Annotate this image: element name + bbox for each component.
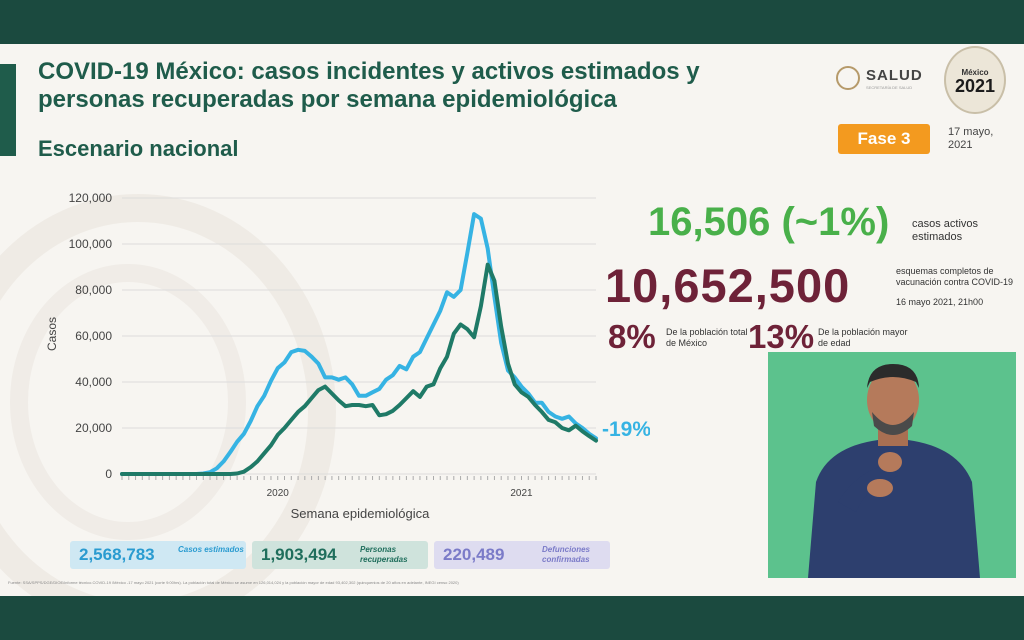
estimated-cases-label: Casos estimados [178,545,244,554]
report-date: 17 mayo, 2021 [948,126,994,151]
chart-series [120,212,598,476]
title-accent-bar [0,64,16,156]
deaths-label: Defunciones confirmadas [542,545,591,564]
deaths-box: 220,489 Defunciones confirmadas [434,541,610,569]
population-adult-percentage: 13% [748,318,815,355]
salud-emblem-icon [836,66,860,90]
recovered-label: Personas recuperadas [360,545,408,564]
estimated-cases-box: 2,568,783 Casos estimados [70,541,246,569]
x-year-label: 2021 [510,488,533,499]
population-adult-label: De la población mayor de edad [818,327,908,348]
interpreter-figure [768,352,1016,578]
salud-logo: SALUD SECRETARÍA DE SALUD [836,66,930,92]
deaths-value: 220,489 [443,545,505,564]
year-2021-emblem: México 2021 [944,46,1006,114]
vaccination-value: 10,652,500 [605,259,851,312]
estimated-cases-value: 2,568,783 [79,545,155,564]
y-tick-label: 60,000 [75,329,112,343]
page-subtitle: Escenario nacional [38,136,239,161]
y-axis-ticks: 0 20,000 40,000 60,000 80,000 100,000 120,000 [69,191,113,481]
source-footnote: Fuente: SSA/SPPS/DGE/DIOE/informe técnic… [8,580,459,585]
change-percentage-label: -19% [602,418,650,441]
y-tick-label: 100,000 [69,237,113,251]
page-title: COVID-19 México: casos incidentes y acti… [38,58,700,113]
recovered-value: 1,903,494 [261,545,337,564]
salud-logo-text: SALUD [866,67,923,84]
y-tick-label: 120,000 [69,191,113,205]
emblem-year: 2021 [954,76,996,96]
sign-language-interpreter-video [768,352,1016,578]
y-axis-label: Casos [45,317,59,351]
salud-logo-subtext: SECRETARÍA DE SALUD [866,85,913,90]
y-tick-label: 20,000 [75,421,112,435]
y-tick-label: 80,000 [75,283,112,297]
population-total-label: De la población total de México [666,327,748,348]
series-line-0 [120,212,598,476]
vaccination-label: esquemas completos de vacunación contra … [896,266,1014,287]
y-tick-label: 40,000 [75,375,112,389]
phase-badge: Fase 3 [838,124,930,154]
active-cases-value: 16,506 (~1%) [648,200,890,244]
series-line-1 [120,262,598,476]
vaccination-date: 16 mayo 2021, 21h00 [896,297,984,307]
x-year-label: 2020 [267,488,290,499]
emblem-country: México [961,68,989,77]
recovered-box: 1,903,494 Personas recuperadas [252,541,428,569]
y-tick-label: 0 [105,467,112,481]
cases-line-chart: 020,00040,00060,00080,000100,000120,000 … [45,191,650,521]
active-cases-label: casos activos estimados [912,218,979,243]
chart-gridlines [122,197,596,475]
x-axis-label: Semana epidemiológica [291,506,431,521]
presentation-slide: COVID-19 México: casos incidentes y acti… [0,44,1024,596]
x-axis-ticks: 2020 2021 [121,476,597,499]
population-total-percentage: 8% [608,318,656,355]
